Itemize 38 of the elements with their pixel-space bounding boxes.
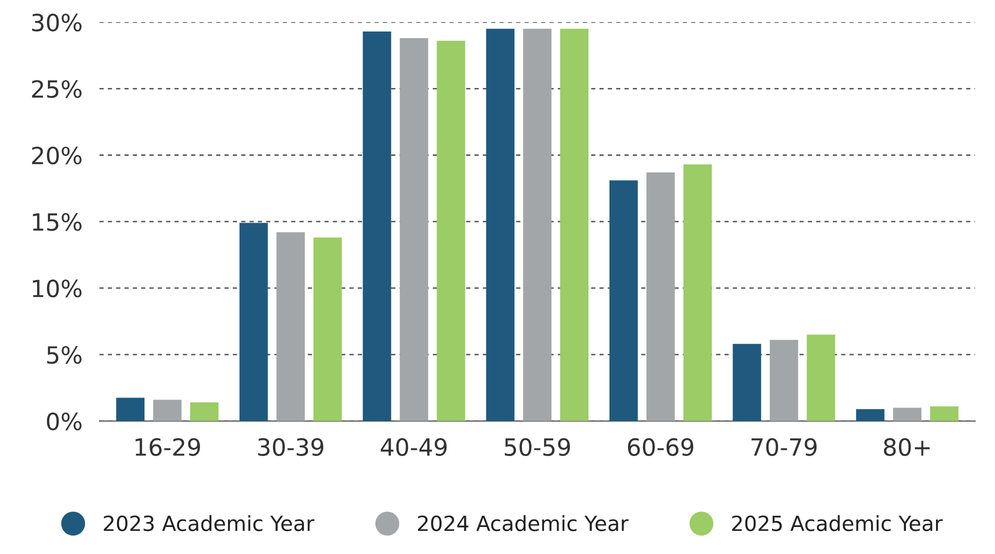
x-tick-label: 70-79 [752,438,817,456]
y-tick-label: 10% [32,280,82,298]
y-tick-label: 15% [32,213,82,231]
bar [400,38,428,422]
x-tick-label: 80+ [884,438,930,456]
bar [856,409,884,422]
bar [806,334,836,422]
y-tick-label: 0% [46,412,82,430]
x-tick-label: 16-29 [136,438,200,456]
x-tick-label: 60-69 [628,438,694,456]
x-tick-label: 40-49 [380,438,447,456]
bar [523,28,552,422]
bar [239,222,268,422]
x-tick-label: 50-59 [504,438,570,456]
bar [190,402,219,422]
x-tick-label: 30-39 [258,438,324,456]
bar [609,180,638,422]
bar [683,164,712,422]
y-tick-label: 5% [47,346,82,364]
bar [770,340,798,422]
bar [560,28,588,422]
bar [893,408,922,422]
bar [436,40,466,422]
bar [362,31,392,422]
bar [732,344,762,422]
bar [313,238,342,422]
y-tick-label: 25% [32,80,82,98]
bar [646,172,675,422]
y-tick-label: 30% [32,14,82,32]
bar [153,400,182,422]
legend-label: 2024 Academic Year [418,515,629,532]
bar [486,28,514,422]
bar [276,232,305,422]
legend-label: 2025 Academic Year [732,515,943,532]
bar [930,406,958,422]
legend-label: 2023 Academic Year [104,515,314,532]
y-tick-label: 20% [32,146,82,164]
bar [116,398,145,422]
